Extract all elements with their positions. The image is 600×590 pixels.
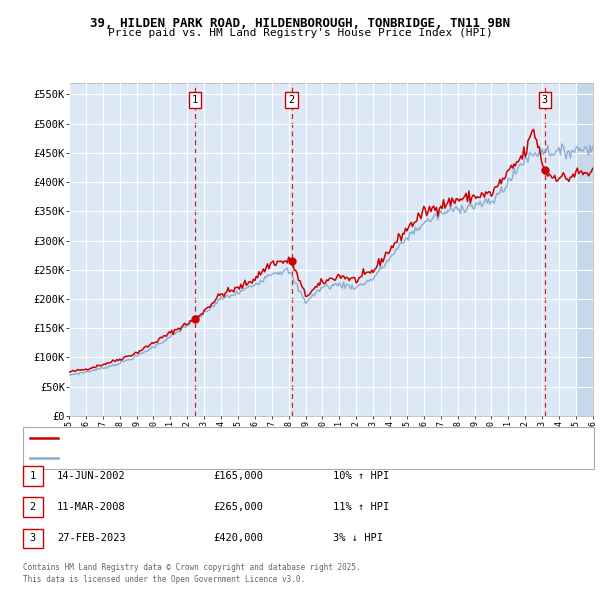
Text: 39, HILDEN PARK ROAD, HILDENBOROUGH, TONBRIDGE, TN11 9BN (semi-detached house): 39, HILDEN PARK ROAD, HILDENBOROUGH, TON… [64, 434, 454, 442]
Text: 2: 2 [29, 502, 35, 512]
Bar [576, 83, 593, 416]
Text: Contains HM Land Registry data © Crown copyright and database right 2025.: Contains HM Land Registry data © Crown c… [23, 563, 361, 572]
Text: 1: 1 [29, 471, 35, 480]
Text: 3: 3 [542, 95, 548, 105]
Text: 3: 3 [29, 533, 35, 543]
Text: 14-JUN-2002: 14-JUN-2002 [57, 471, 126, 480]
Text: Price paid vs. HM Land Registry's House Price Index (HPI): Price paid vs. HM Land Registry's House … [107, 28, 493, 38]
Text: 3% ↓ HPI: 3% ↓ HPI [333, 533, 383, 543]
Text: £420,000: £420,000 [213, 533, 263, 543]
Text: 1: 1 [192, 95, 198, 105]
Text: 11-MAR-2008: 11-MAR-2008 [57, 502, 126, 512]
Text: 10% ↑ HPI: 10% ↑ HPI [333, 471, 389, 480]
Text: HPI: Average price, semi-detached house, Tonbridge and Malling: HPI: Average price, semi-detached house,… [64, 453, 374, 462]
Text: 39, HILDEN PARK ROAD, HILDENBOROUGH, TONBRIDGE, TN11 9BN: 39, HILDEN PARK ROAD, HILDENBOROUGH, TON… [90, 17, 510, 30]
Text: 27-FEB-2023: 27-FEB-2023 [57, 533, 126, 543]
Text: £265,000: £265,000 [213, 502, 263, 512]
Text: £165,000: £165,000 [213, 471, 263, 480]
Text: 2: 2 [289, 95, 295, 105]
Text: This data is licensed under the Open Government Licence v3.0.: This data is licensed under the Open Gov… [23, 575, 305, 584]
Text: 11% ↑ HPI: 11% ↑ HPI [333, 502, 389, 512]
